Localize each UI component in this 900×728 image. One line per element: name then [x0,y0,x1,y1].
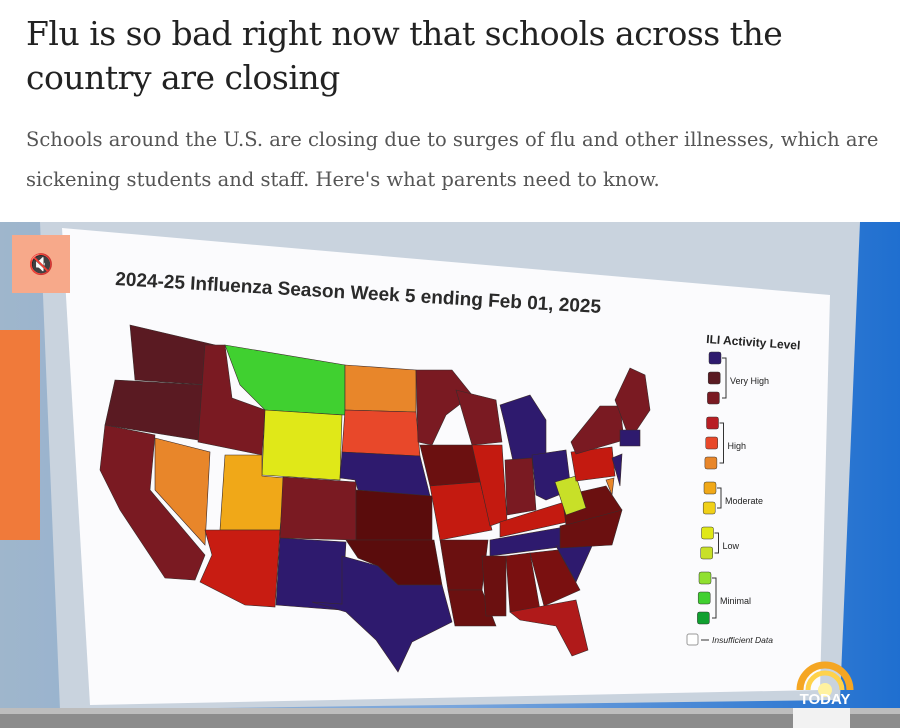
article-headline: Flu is so bad right now that schools acr… [26,14,783,97]
legend-swatch [697,611,710,625]
legend-title: ILI Activity Level [706,332,801,353]
legend-label-insufficient: Insufficient Data [712,635,773,645]
studio-screen-left [0,330,40,540]
state-georgia [529,549,581,607]
legend-label: Very High [730,376,769,386]
state-indiana [504,457,537,516]
progress-track [0,708,900,714]
legend-swatch [700,546,713,560]
state-south-dakota [341,409,421,457]
legend-swatch [698,571,712,585]
us-map [99,324,651,673]
state-wyoming [261,409,343,481]
state-iowa [419,444,483,487]
video-frame: 2024-25 Influenza Season Week 5 ending F… [0,222,900,728]
state-arkansas [439,539,489,591]
progress-indicator [793,708,850,728]
legend-swatch [708,351,722,365]
state-minnesota [415,369,473,446]
state-arizona [199,529,281,608]
state-colorado [279,476,357,541]
state-florida [509,599,589,657]
state-mississippi [481,555,507,617]
article-dek: Schools around the U.S. are closing due … [26,128,879,191]
state-new-york [570,405,625,455]
legend-swatch [706,416,719,430]
video-player[interactable]: 2024-25 Influenza Season Week 5 ending F… [0,222,900,728]
state-maryland [605,477,615,496]
legend-bracket [717,487,722,509]
legend-label: Low [723,541,740,551]
map-legend: ILI Activity Level Very High High Moderate… [686,332,801,646]
legend-bracket [722,357,727,399]
legend-swatch [705,436,718,450]
state-missouri [429,481,493,541]
state-california [99,424,206,581]
state-pennsylvania [570,446,616,482]
legend-swatch [704,456,718,470]
state-nevada [154,437,211,546]
state-new-jersey [611,453,623,487]
state-texas [311,555,453,673]
today-logo-text: TODAY [800,691,851,708]
video-progress-bar[interactable] [0,708,900,728]
mute-toggle-button[interactable]: 🔇 [12,235,70,293]
legend-swatch [702,501,716,515]
legend-bracket [712,577,717,619]
legend-label: Minimal [720,596,751,606]
state-west-virginia [554,475,587,516]
legend-swatch [697,591,711,605]
legend-label: Moderate [725,496,763,506]
state-louisiana [447,589,497,627]
state-southern-new-england [619,429,641,447]
state-new-mexico [275,537,347,611]
legend-swatch [701,526,714,540]
legend-bracket [719,422,724,464]
legend-bracket [714,532,719,554]
legend-swatch [707,391,720,405]
state-wisconsin [455,389,503,446]
legend-swatch-insufficient [686,633,699,646]
state-north-dakota [344,364,417,413]
speaker-muted-icon: 🔇 [28,252,54,276]
legend-swatch [707,371,721,385]
state-kansas [355,489,433,541]
today-logo: TODAY [796,661,854,708]
legend-swatch [703,481,717,495]
legend-label: High [728,441,747,451]
